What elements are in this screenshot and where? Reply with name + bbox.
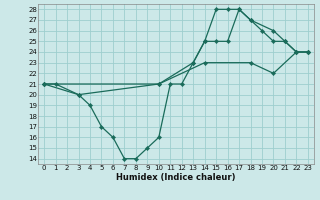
X-axis label: Humidex (Indice chaleur): Humidex (Indice chaleur): [116, 173, 236, 182]
